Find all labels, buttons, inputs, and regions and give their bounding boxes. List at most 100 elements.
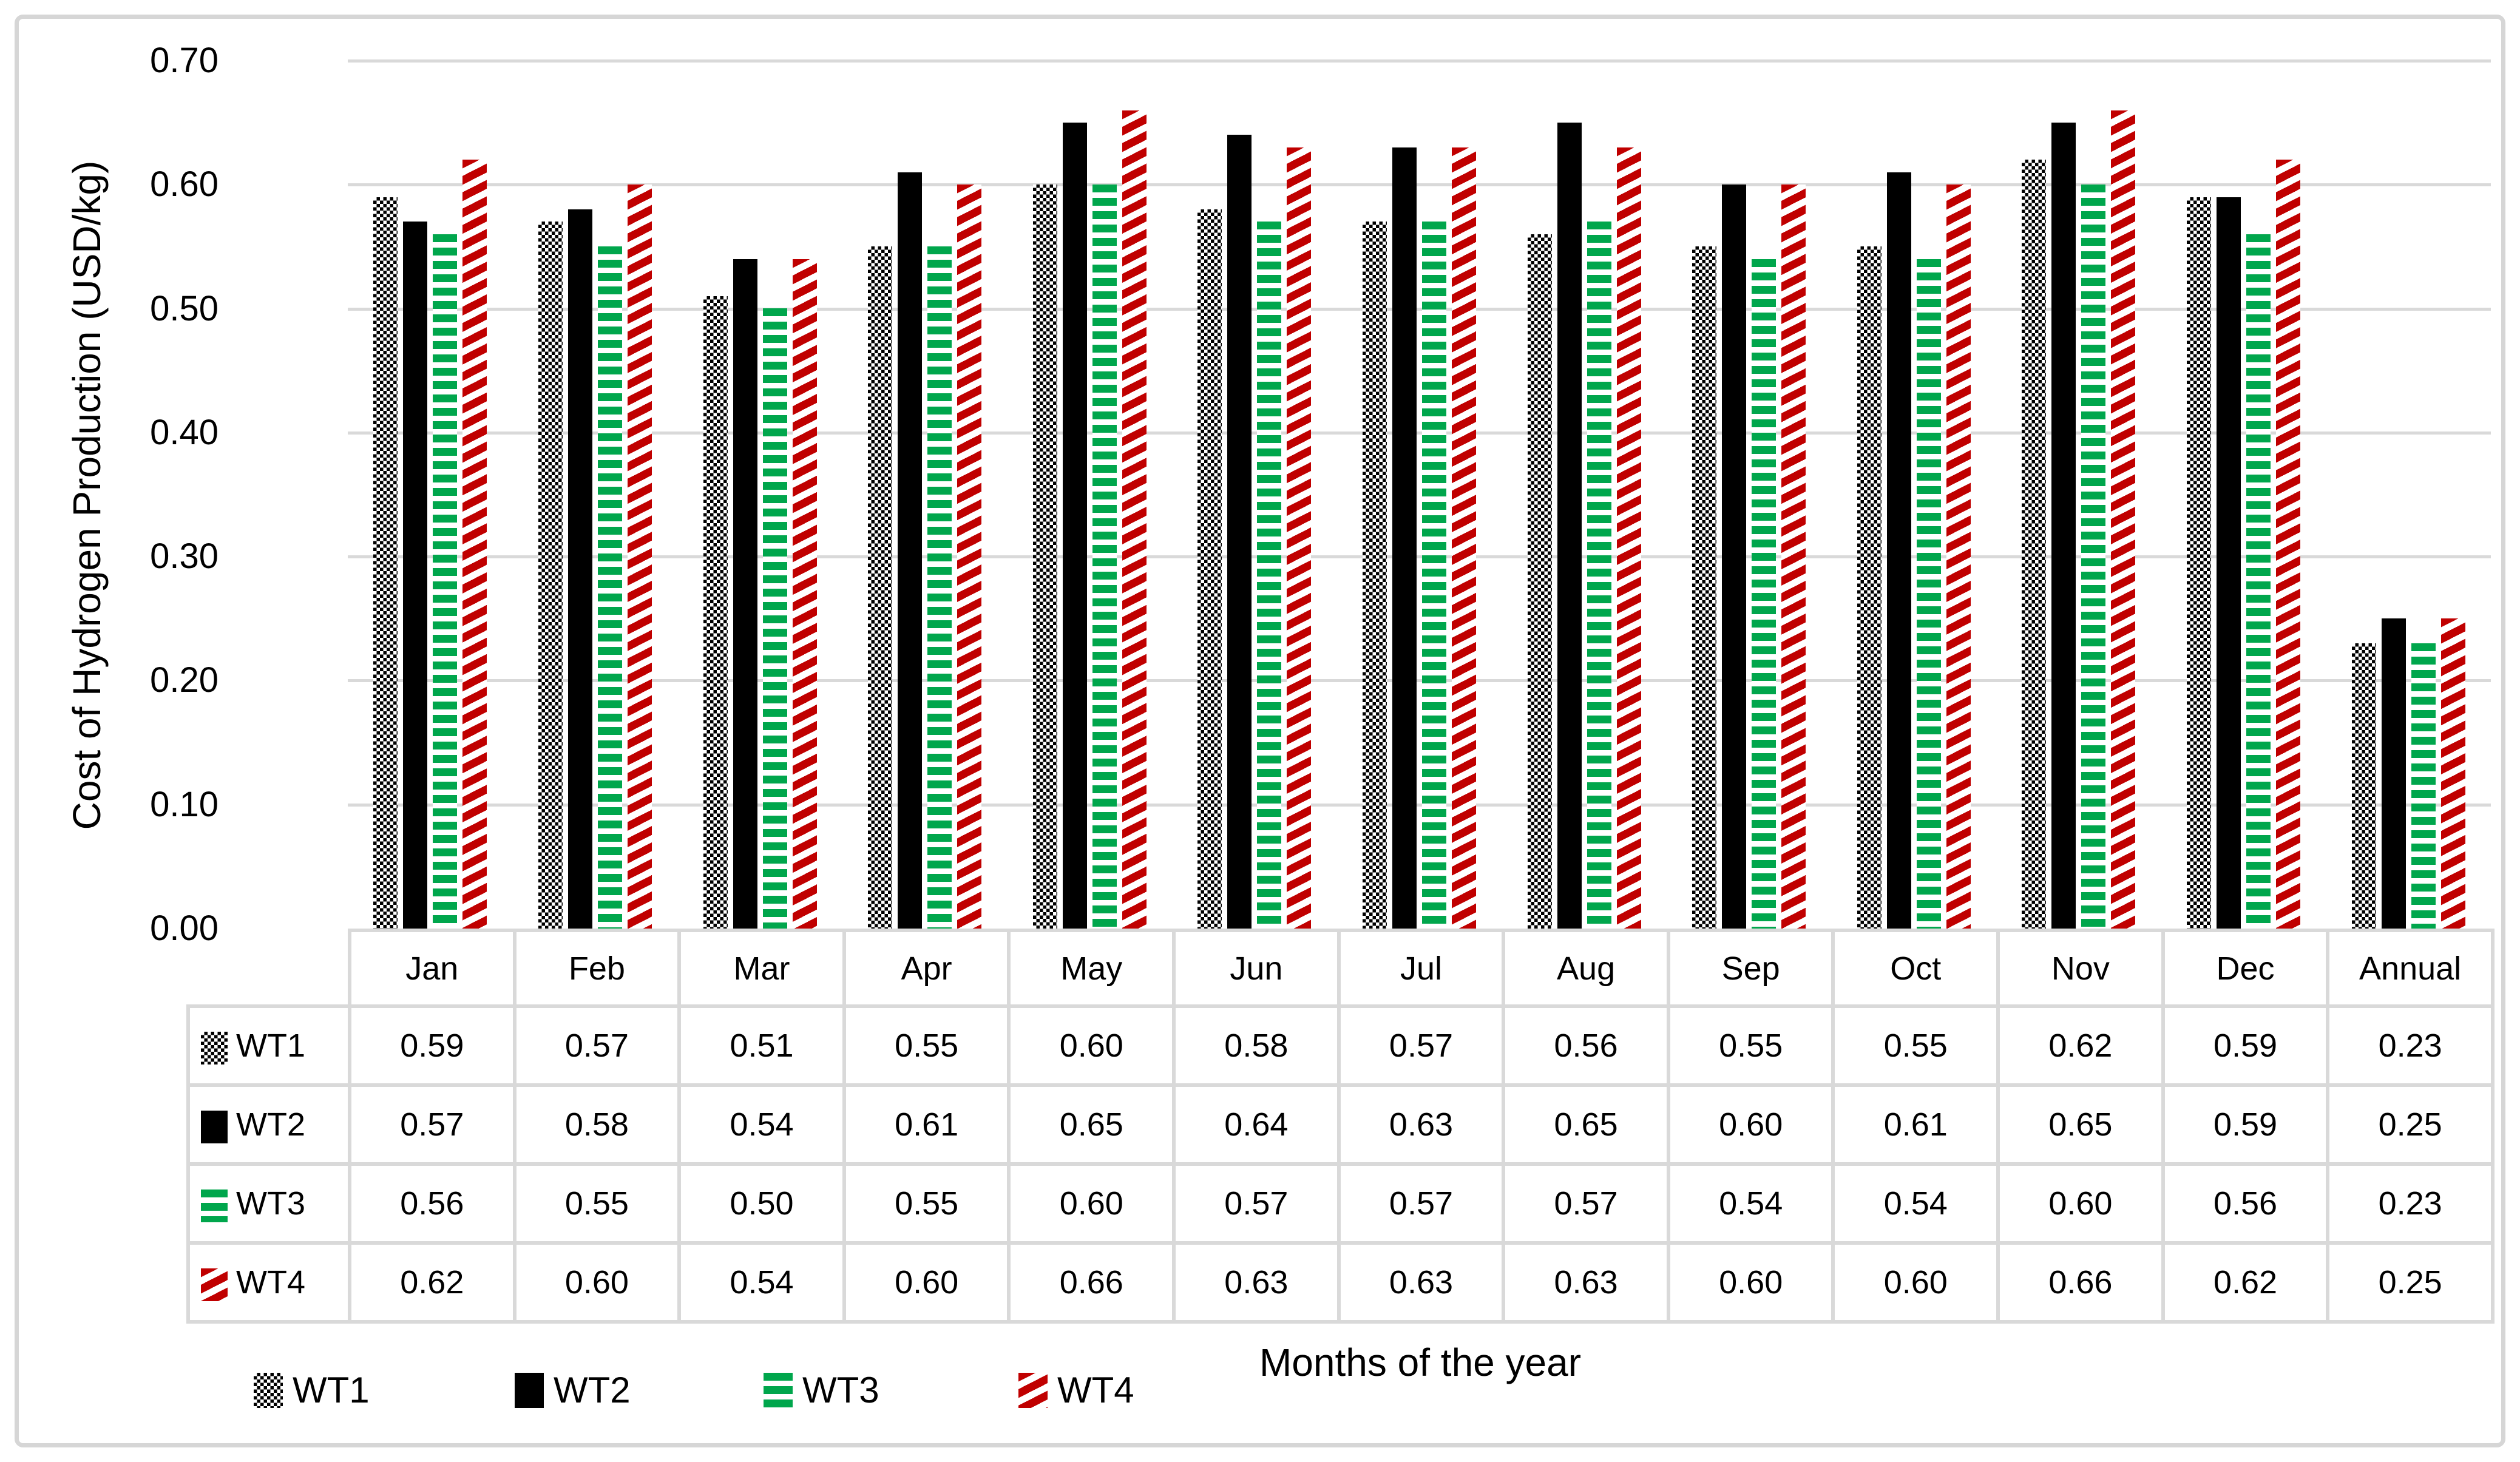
bar-wt4-may (1122, 110, 1147, 929)
series-key-icon-wt4 (201, 1268, 228, 1301)
bar-wt4-feb (628, 184, 652, 929)
bar-wt1-mar (703, 296, 728, 929)
cell-wt4-feb: 0.60 (512, 1241, 682, 1324)
bar-wt3-jan (433, 234, 457, 929)
bar-wt1-feb (538, 222, 563, 929)
bar-wt1-apr (868, 246, 892, 929)
cell-wt1-feb: 0.57 (512, 1004, 682, 1087)
table-header-feb: Feb (512, 929, 682, 1008)
cell-wt2-mar: 0.54 (677, 1083, 846, 1166)
cell-wt1-sep: 0.55 (1666, 1004, 1835, 1087)
table-header-may: May (1007, 929, 1176, 1008)
bar-wt1-aug (1528, 234, 1552, 929)
cell-wt2-dec: 0.59 (2161, 1083, 2330, 1166)
cell-wt4-mar: 0.54 (677, 1241, 846, 1324)
data-table: Jan Feb Mar Apr May Jun Jul Aug Sep Oct Nov Dec Annu… (186, 929, 2495, 1324)
cell-wt3-nov: 0.60 (1996, 1162, 2165, 1245)
bar-wt4-jul (1452, 147, 1476, 929)
table-row-wt3: WT3 0.56 0.55 0.50 0.55 0.60 0.57 0.57 0.57 0.54 0… (186, 1162, 2495, 1245)
y-tick-label-0.20: 0.20 (150, 660, 218, 700)
bar-wt2-feb (568, 209, 592, 929)
table-header-oct: Oct (1831, 929, 2000, 1008)
bar-wt2-sep (1722, 184, 1746, 929)
cell-wt2-feb: 0.58 (512, 1083, 682, 1166)
y-tick-label-0.40: 0.40 (150, 413, 218, 452)
cell-wt1-jun: 0.58 (1172, 1004, 1341, 1087)
bar-wt2-mar (733, 259, 757, 929)
bar-wt1-may (1033, 184, 1057, 929)
cell-wt1-jan: 0.59 (348, 1004, 517, 1087)
bar-wt2-dec (2217, 197, 2241, 929)
legend-item-wt4: WT4 (1018, 1372, 1134, 1409)
bar-wt4-apr (957, 184, 981, 929)
cell-wt2-jan: 0.57 (348, 1083, 517, 1166)
legend-label-wt1: WT1 (293, 1370, 370, 1410)
cell-wt2-nov: 0.65 (1996, 1083, 2165, 1166)
legend-label-wt4: WT4 (1057, 1370, 1134, 1410)
bar-wt1-jun (1197, 209, 1222, 929)
cell-wt4-may: 0.66 (1007, 1241, 1176, 1324)
legend-item-wt2: WT2 (515, 1372, 631, 1409)
legend-marker-icon-wt3 (764, 1373, 793, 1408)
cell-wt3-apr: 0.55 (842, 1162, 1011, 1245)
series-key-icon-wt3 (201, 1189, 228, 1222)
gridline-0.60 (348, 183, 2491, 186)
legend-marker-icon-wt4 (1018, 1373, 1048, 1408)
table-header-nov: Nov (1996, 929, 2165, 1008)
bar-wt2-apr (898, 172, 922, 929)
cell-wt1-apr: 0.55 (842, 1004, 1011, 1087)
bar-wt2-jul (1392, 147, 1417, 929)
gridline-0.40 (348, 431, 2491, 435)
cell-wt4-jul: 0.63 (1336, 1241, 1506, 1324)
cell-wt2-jul: 0.63 (1336, 1083, 1506, 1166)
bar-wt4-aug (1617, 147, 1641, 929)
bar-wt2-jun (1227, 135, 1252, 929)
cell-wt3-feb: 0.55 (512, 1162, 682, 1245)
bar-wt3-dec (2246, 234, 2271, 929)
bar-wt3-aug (1587, 222, 1611, 929)
bar-wt2-oct (1887, 172, 1911, 929)
table-row-label-wt4: WT4 (186, 1241, 351, 1324)
bar-wt1-dec (2187, 197, 2211, 929)
bar-wt2-aug (1557, 123, 1582, 929)
legend-item-wt1: WT1 (254, 1372, 370, 1409)
legend-item-wt3: WT3 (764, 1372, 879, 1409)
cell-wt2-sep: 0.60 (1666, 1083, 1835, 1166)
bar-wt4-mar (793, 259, 817, 929)
cell-wt2-oct: 0.61 (1831, 1083, 2000, 1166)
bar-wt4-sep (1781, 184, 1806, 929)
y-tick-label-0.30: 0.30 (150, 536, 218, 576)
table-header-sep: Sep (1666, 929, 1835, 1008)
table-row-wt1: WT1 0.59 0.57 0.51 0.55 0.60 0.58 0.57 0.56 0.55 0… (186, 1004, 2495, 1087)
bar-wt3-mar (763, 308, 787, 929)
cell-wt2-annual: 0.25 (2326, 1083, 2495, 1166)
x-axis-title: Months of the year (1259, 1341, 1582, 1384)
table-header-aug: Aug (1502, 929, 1670, 1008)
legend-marker-icon-wt1 (254, 1373, 283, 1408)
bar-wt4-jan (462, 160, 487, 929)
cell-wt3-may: 0.60 (1007, 1162, 1176, 1245)
bar-wt3-oct (1917, 259, 1941, 929)
bar-wt1-nov (2022, 160, 2046, 929)
series-key-icon-wt1 (201, 1031, 228, 1064)
series-name-wt1: WT1 (236, 1027, 305, 1064)
cell-wt4-nov: 0.66 (1996, 1241, 2165, 1324)
table-row-label-wt2: WT2 (186, 1083, 351, 1166)
bar-wt2-jan (403, 222, 427, 929)
gridline-0.50 (348, 308, 2491, 311)
bar-wt2-nov (2051, 123, 2076, 929)
y-tick-label-0.60: 0.60 (150, 164, 218, 204)
cell-wt3-oct: 0.54 (1831, 1162, 2000, 1245)
cell-wt3-jul: 0.57 (1336, 1162, 1506, 1245)
gridline-0.10 (348, 804, 2491, 807)
cell-wt3-sep: 0.54 (1666, 1162, 1835, 1245)
series-name-wt2: WT2 (236, 1106, 305, 1143)
cell-wt2-apr: 0.61 (842, 1083, 1011, 1166)
cell-wt1-mar: 0.51 (677, 1004, 846, 1087)
table-row-wt2: WT2 0.57 0.58 0.54 0.61 0.65 0.64 0.63 0.65 0.60 0… (186, 1083, 2495, 1166)
cell-wt4-apr: 0.60 (842, 1241, 1011, 1324)
cell-wt4-aug: 0.63 (1502, 1241, 1670, 1324)
legend-label-wt3: WT3 (802, 1370, 879, 1410)
table-header-apr: Apr (842, 929, 1011, 1008)
